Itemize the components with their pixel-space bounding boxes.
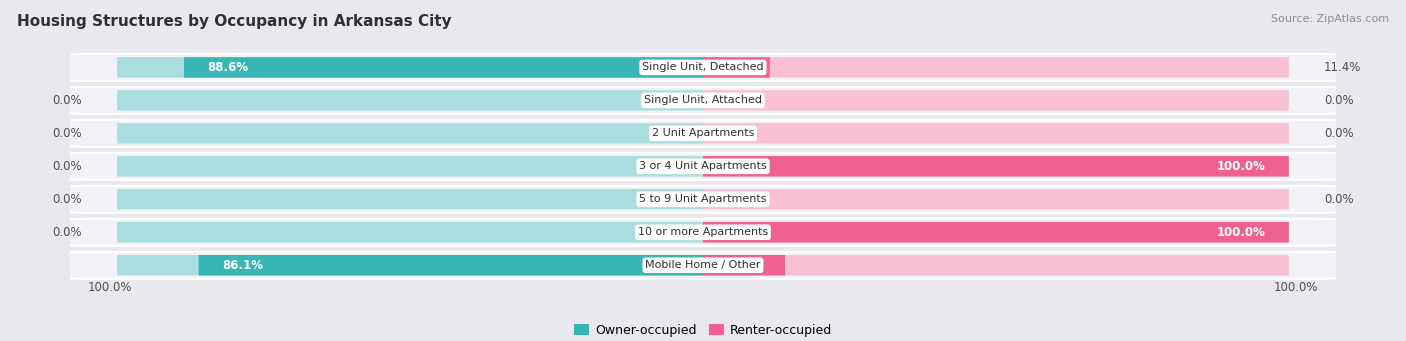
FancyBboxPatch shape [65,120,1341,147]
FancyBboxPatch shape [703,222,1289,242]
Text: Mobile Home / Other: Mobile Home / Other [645,260,761,270]
FancyBboxPatch shape [65,252,1341,279]
Text: 2 Unit Apartments: 2 Unit Apartments [652,128,754,138]
Text: 0.0%: 0.0% [52,127,82,140]
FancyBboxPatch shape [65,87,1341,114]
Text: 0.0%: 0.0% [1324,94,1354,107]
Text: 88.6%: 88.6% [208,61,249,74]
Text: Housing Structures by Occupancy in Arkansas City: Housing Structures by Occupancy in Arkan… [17,14,451,29]
FancyBboxPatch shape [117,123,703,144]
FancyBboxPatch shape [117,222,703,242]
FancyBboxPatch shape [703,90,1289,110]
FancyBboxPatch shape [703,255,785,276]
Text: 3 or 4 Unit Apartments: 3 or 4 Unit Apartments [640,161,766,171]
FancyBboxPatch shape [65,186,1341,213]
FancyBboxPatch shape [703,156,1289,177]
Text: 100.0%: 100.0% [1216,226,1265,239]
Text: Source: ZipAtlas.com: Source: ZipAtlas.com [1271,14,1389,24]
Text: 14.0%: 14.0% [721,259,762,272]
Text: 86.1%: 86.1% [222,259,263,272]
Text: 0.0%: 0.0% [52,226,82,239]
Text: Single Unit, Attached: Single Unit, Attached [644,95,762,105]
FancyBboxPatch shape [117,189,703,209]
FancyBboxPatch shape [703,189,1289,209]
FancyBboxPatch shape [65,219,1341,246]
FancyBboxPatch shape [703,156,1289,177]
Legend: Owner-occupied, Renter-occupied: Owner-occupied, Renter-occupied [568,319,838,341]
Text: Single Unit, Detached: Single Unit, Detached [643,62,763,72]
FancyBboxPatch shape [117,156,703,177]
Text: 5 to 9 Unit Apartments: 5 to 9 Unit Apartments [640,194,766,204]
FancyBboxPatch shape [703,222,1289,242]
FancyBboxPatch shape [117,57,703,78]
FancyBboxPatch shape [117,90,703,110]
FancyBboxPatch shape [703,57,1289,78]
Text: 10 or more Apartments: 10 or more Apartments [638,227,768,237]
FancyBboxPatch shape [184,57,703,78]
FancyBboxPatch shape [703,123,1289,144]
Text: 0.0%: 0.0% [52,193,82,206]
Text: 100.0%: 100.0% [87,281,132,294]
Text: 0.0%: 0.0% [1324,127,1354,140]
Text: 0.0%: 0.0% [52,160,82,173]
Text: 0.0%: 0.0% [1324,193,1354,206]
FancyBboxPatch shape [65,153,1341,180]
Text: 0.0%: 0.0% [52,94,82,107]
FancyBboxPatch shape [65,54,1341,81]
Text: 11.4%: 11.4% [1324,61,1361,74]
FancyBboxPatch shape [117,255,703,276]
FancyBboxPatch shape [703,255,1289,276]
Text: 100.0%: 100.0% [1216,160,1265,173]
FancyBboxPatch shape [703,57,770,78]
FancyBboxPatch shape [198,255,703,276]
Text: 100.0%: 100.0% [1274,281,1319,294]
